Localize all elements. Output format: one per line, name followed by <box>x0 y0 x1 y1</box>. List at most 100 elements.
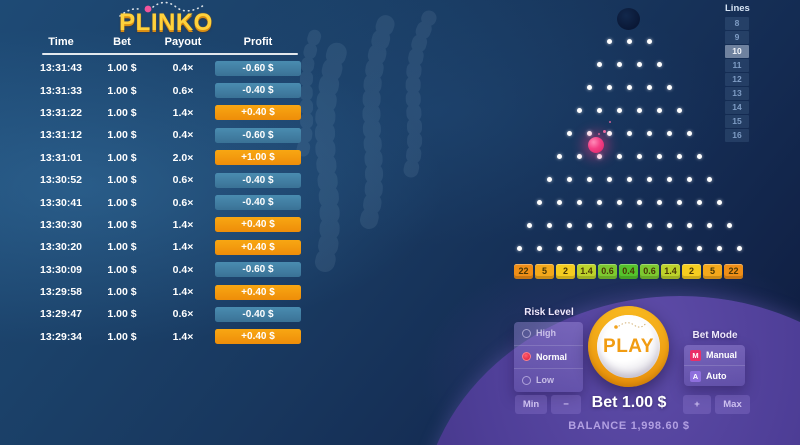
multiplier-slot-22: 22 <box>514 264 533 279</box>
peg <box>616 153 622 159</box>
history-time: 13:30:09 <box>39 263 83 276</box>
balance-display: BALANCE 1,998.60 $ <box>568 420 690 432</box>
profit-badge: -0.40 $ <box>215 195 301 211</box>
peg <box>596 245 602 251</box>
history-bet: 1.00 $ <box>107 62 137 75</box>
history-payout: 1.4× <box>172 330 194 343</box>
bet-mode-label: Bet Mode <box>692 330 738 341</box>
peg <box>726 222 732 228</box>
lines-option-15[interactable]: 15 <box>725 115 749 128</box>
multiplier-slots: 22 5 2 1.4 0.6 0.4 0.6 1.4 2 5 22 <box>514 264 743 279</box>
history-row: 13:31:33 1.00 $ 0.6× -0.40 $ <box>30 79 302 101</box>
ball-spark <box>609 121 611 123</box>
history-payout: 1.4× <box>172 218 194 231</box>
history-column-bet: Bet <box>113 36 131 48</box>
multiplier-slot-0.6: 0.6 <box>640 264 659 279</box>
lines-panel: Lines 8 9 10 11 12 13 14 15 16 <box>725 3 750 143</box>
play-button-face: PLAY <box>597 315 660 378</box>
profit-badge: +0.40 $ <box>215 217 301 233</box>
multiplier-slot-1.4: 1.4 <box>661 264 680 279</box>
peg <box>586 84 592 90</box>
play-bounce-arc-icon <box>614 322 647 329</box>
history-row: 13:31:01 1.00 $ 2.0× +1.00 $ <box>30 147 302 169</box>
header-divider <box>42 53 298 55</box>
logo-bounce-arc-icon <box>119 1 207 17</box>
peg <box>656 245 662 251</box>
history-payout: 1.4× <box>172 286 194 299</box>
max-bet-button[interactable]: Max <box>715 395 750 414</box>
peg <box>646 176 652 182</box>
manual-badge-icon: M <box>690 349 701 361</box>
lines-option-11[interactable]: 11 <box>725 59 749 72</box>
peg <box>706 222 712 228</box>
peg <box>706 176 712 182</box>
multiplier-slot-1.4: 1.4 <box>577 264 596 279</box>
risk-option-low[interactable]: Low <box>514 369 583 392</box>
history-bet: 1.00 $ <box>107 241 137 254</box>
peg <box>666 176 672 182</box>
lines-option-14[interactable]: 14 <box>725 101 749 114</box>
history-row: 13:30:20 1.00 $ 1.4× +0.40 $ <box>30 236 302 258</box>
peg <box>626 130 632 136</box>
peg <box>596 153 602 159</box>
history-bet: 1.00 $ <box>107 286 137 299</box>
lines-option-16[interactable]: 16 <box>725 129 749 142</box>
play-button[interactable]: PLAY <box>588 306 669 387</box>
peg <box>716 245 722 251</box>
min-bet-button[interactable]: Min <box>515 395 547 414</box>
risk-option-high[interactable]: High <box>514 322 583 346</box>
lines-option-8[interactable]: 8 <box>725 17 749 30</box>
multiplier-slot-0.6: 0.6 <box>598 264 617 279</box>
peg <box>716 199 722 205</box>
peg <box>656 61 662 67</box>
history-payout: 0.6× <box>172 196 194 209</box>
peg <box>636 245 642 251</box>
peg <box>536 199 542 205</box>
peg <box>646 38 652 44</box>
logo-text: PLINKO <box>119 9 213 36</box>
peg <box>736 245 742 251</box>
history-bet: 1.00 $ <box>107 196 137 209</box>
multiplier-slot-5: 5 <box>535 264 554 279</box>
profit-badge: -0.40 $ <box>215 306 301 322</box>
lines-option-9[interactable]: 9 <box>725 31 749 44</box>
history-time: 13:31:12 <box>39 129 83 142</box>
risk-level-panel: High Normal Low <box>514 322 583 392</box>
logo: PLINKO <box>96 0 236 42</box>
bet-mode-option-manual[interactable]: M Manual <box>684 345 745 366</box>
risk-option-label: High <box>536 328 556 339</box>
peg <box>646 130 652 136</box>
seaweed-decoration <box>296 10 437 272</box>
risk-option-normal[interactable]: Normal <box>514 346 583 369</box>
history-bet: 1.00 $ <box>107 174 137 187</box>
decrease-bet-button[interactable]: − <box>551 395 581 414</box>
history-time: 13:31:01 <box>39 151 83 164</box>
history-column-time: Time <box>48 36 74 48</box>
peg <box>566 130 572 136</box>
profit-badge: -0.60 $ <box>215 127 301 143</box>
history-column-payout: Payout <box>164 36 202 48</box>
increase-bet-button[interactable]: + <box>683 395 711 414</box>
history-table: Time Bet Payout Profit 13:31:43 1.00 $ 0.4× -0… <box>30 36 302 348</box>
peg <box>676 107 682 113</box>
lines-option-13[interactable]: 13 <box>725 87 749 100</box>
peg <box>566 176 572 182</box>
history-row: 13:29:47 1.00 $ 0.6× -0.40 $ <box>30 303 302 325</box>
history-bet: 1.00 $ <box>107 218 137 231</box>
multiplier-slot-2: 2 <box>556 264 575 279</box>
play-button-text: PLAY <box>603 335 654 357</box>
lines-option-10[interactable]: 10 <box>725 45 749 58</box>
bet-mode-panel: M Manual A Auto <box>684 345 745 386</box>
peg <box>606 176 612 182</box>
history-payout: 0.6× <box>172 308 194 321</box>
history-payout: 0.4× <box>172 263 194 276</box>
bet-mode-option-auto[interactable]: A Auto <box>684 366 745 386</box>
peg <box>626 38 632 44</box>
peg <box>646 84 652 90</box>
peg <box>676 199 682 205</box>
peg <box>686 130 692 136</box>
ball-spark <box>603 130 606 133</box>
peg <box>576 153 582 159</box>
lines-option-12[interactable]: 12 <box>725 73 749 86</box>
